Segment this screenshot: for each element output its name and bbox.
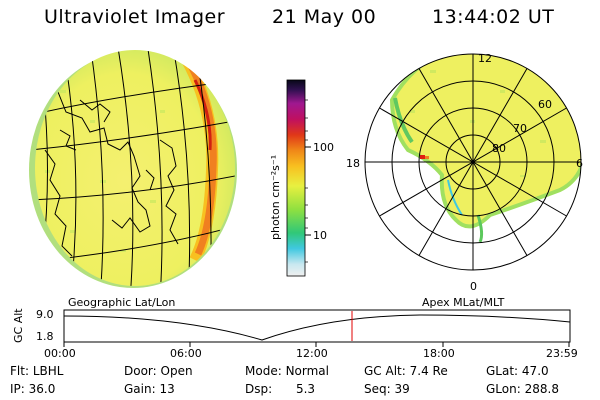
colorbar-tick-100: 100 [313, 141, 334, 154]
seq-status: Seq: 39 [364, 382, 410, 396]
timeline-x-tick-0600: 06:00 [170, 347, 202, 360]
gc-alt-value: 7.4 Re [409, 364, 448, 378]
mlt-label-12: 12 [478, 52, 492, 65]
filter-label: Flt: [10, 364, 29, 378]
glat-value: 47.0 [521, 364, 549, 378]
mlat-label-80: 80 [492, 142, 506, 155]
filter-value: LBHL [32, 364, 64, 378]
seq-value: 39 [394, 382, 410, 396]
mode-label: Mode: [245, 364, 282, 378]
door-status: Door: Open [124, 364, 193, 378]
glat-status: GLat: 47.0 [486, 364, 549, 378]
seq-label: Seq: [364, 382, 391, 396]
dsp-label: Dsp: [245, 382, 273, 396]
gain-value: 13 [159, 382, 175, 396]
gc-alt-label: GC Alt: [364, 364, 406, 378]
mlt-label-6: 6 [576, 157, 583, 170]
dsp-value: 5.3 [295, 382, 316, 396]
ip-status: IP: 36.0 [10, 382, 55, 396]
timeline-y-title: GC Alt [12, 308, 25, 343]
gain-status: Gain: 13 [124, 382, 175, 396]
timeline-x-tick-1200: 12:00 [296, 347, 328, 360]
glat-label: GLat: [486, 364, 519, 378]
timeline-x-tick-1800: 18:00 [423, 347, 455, 360]
glon-status: GLon: 288.8 [486, 382, 559, 396]
mlat-label-60: 60 [538, 98, 552, 111]
timeline-x-tick-0000: 00:00 [44, 347, 76, 360]
time-label: 13:44:02 UT [432, 6, 555, 28]
mlat-label-70: 70 [513, 122, 527, 135]
mode-value: Normal [285, 364, 329, 378]
apex-caption: Apex MLat/MLT [422, 296, 505, 309]
instrument-title: Ultraviolet Imager [44, 6, 226, 28]
mode-status: Mode: Normal [245, 364, 329, 378]
mlt-label-18: 18 [346, 157, 360, 170]
timeline-y-tick-top: 9.0 [36, 308, 54, 321]
timeline-x-tick-2359: 23:59 [546, 347, 578, 360]
ip-label: IP: [10, 382, 25, 396]
glon-label: GLon: [486, 382, 521, 396]
colorbar-unit-label: photon cm⁻²s⁻¹ [269, 155, 282, 240]
gc-alt-status: GC Alt: 7.4 Re [364, 364, 448, 378]
altitude-timeline: Geographic Lat/Lon Apex MLat/MLT GC Alt … [12, 296, 578, 360]
mlt-label-0: 0 [470, 280, 477, 293]
ip-value: 36.0 [28, 382, 56, 396]
gain-label: Gain: [124, 382, 156, 396]
colorbar-tick-10: 10 [313, 229, 327, 242]
dsp-status: Dsp: 5.3 [245, 382, 315, 396]
geographic-caption: Geographic Lat/Lon [68, 296, 175, 309]
polar-image: 12 18 6 0 60 70 80 [346, 52, 583, 293]
door-value: Open [160, 364, 193, 378]
date-label: 21 May 00 [272, 6, 377, 28]
geographic-image [29, 50, 237, 288]
timeline-y-tick-bottom: 1.8 [36, 330, 54, 343]
glon-value: 288.8 [524, 382, 559, 396]
colorbar: 100 10 photon cm⁻²s⁻¹ [269, 79, 334, 277]
door-label: Door: [124, 364, 157, 378]
filter-status: Flt: LBHL [10, 364, 63, 378]
